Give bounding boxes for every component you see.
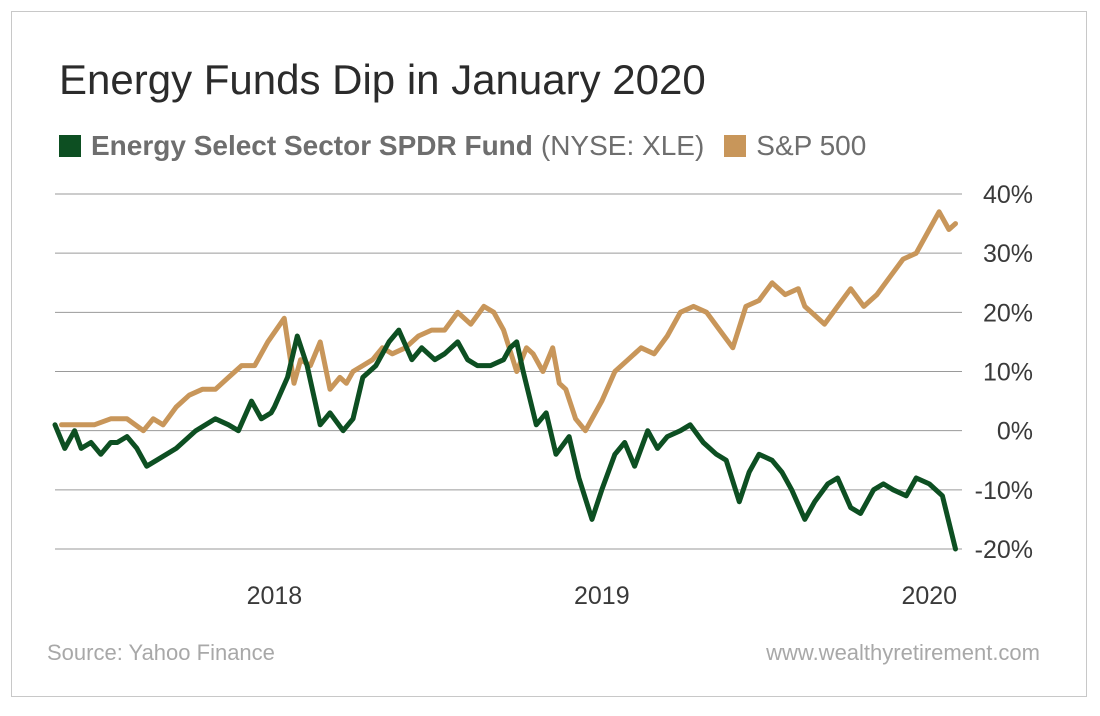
y-tick-label: 20%	[983, 299, 1033, 327]
legend-ticker-xle: (NYSE: XLE)	[540, 130, 705, 161]
legend-swatch-sp	[724, 135, 747, 157]
y-tick-label: -20%	[975, 536, 1033, 564]
source-note: Source: Yahoo Finance	[47, 640, 275, 665]
series-line-sp	[59, 209, 958, 434]
legend-swatch-xle	[59, 135, 81, 157]
chart-frame	[11, 11, 1087, 697]
legend-label-sp: S&P 500	[756, 130, 867, 161]
legend: Energy Select Sector SPDR Fund (NYSE: XL…	[59, 130, 866, 162]
y-tick-label: 40%	[983, 181, 1033, 209]
y-tick-label: 10%	[983, 359, 1033, 387]
y-tick-label: 0%	[997, 418, 1033, 446]
legend-label-xle: Energy Select Sector SPDR Fund	[91, 130, 533, 161]
chart-title: Energy Funds Dip in January 2020	[59, 56, 706, 103]
y-tick-label: 30%	[983, 240, 1033, 268]
series-line-xle	[52, 327, 958, 552]
x-tick-label: 2020	[901, 582, 957, 610]
website-credit: www.wealthyretirement.com	[766, 640, 1040, 665]
x-tick-label: 2018	[247, 582, 303, 610]
x-tick-label: 2019	[574, 582, 630, 610]
y-tick-label: -10%	[975, 477, 1033, 505]
